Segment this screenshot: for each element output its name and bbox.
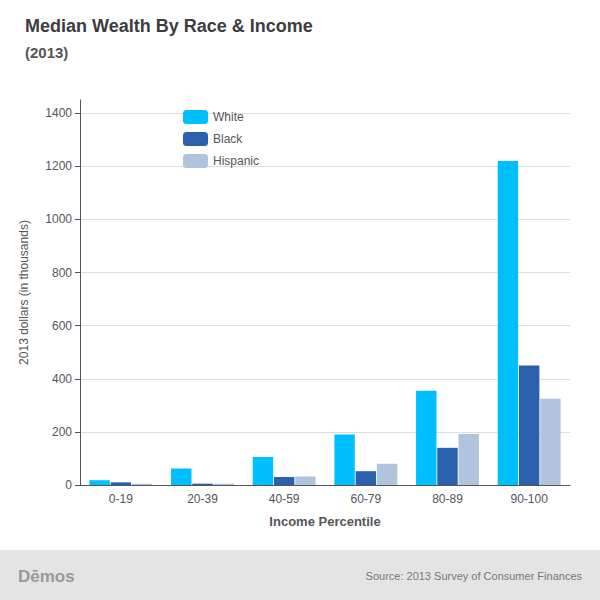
svg-text:(2013): (2013) bbox=[25, 44, 68, 61]
svg-text:800: 800 bbox=[52, 266, 72, 280]
svg-text:White: White bbox=[213, 110, 244, 124]
svg-text:1200: 1200 bbox=[45, 159, 72, 173]
svg-text:Dēmos: Dēmos bbox=[18, 567, 75, 586]
svg-text:2013 dollars (in thousands): 2013 dollars (in thousands) bbox=[17, 220, 31, 365]
svg-text:60-79: 60-79 bbox=[350, 492, 381, 506]
svg-text:200: 200 bbox=[52, 425, 72, 439]
svg-text:Income Percentile: Income Percentile bbox=[269, 514, 380, 529]
svg-text:1000: 1000 bbox=[45, 212, 72, 226]
svg-text:0: 0 bbox=[65, 478, 72, 492]
svg-text:0-19: 0-19 bbox=[109, 492, 133, 506]
svg-text:Median Wealth By Race & Income: Median Wealth By Race & Income bbox=[25, 16, 313, 36]
svg-text:Source: 2013 Survey of Consume: Source: 2013 Survey of Consumer Finances bbox=[366, 570, 583, 582]
svg-text:80-89: 80-89 bbox=[432, 492, 463, 506]
svg-text:90-100: 90-100 bbox=[510, 492, 548, 506]
svg-text:20-39: 20-39 bbox=[187, 492, 218, 506]
svg-text:600: 600 bbox=[52, 319, 72, 333]
svg-text:40-59: 40-59 bbox=[269, 492, 300, 506]
svg-text:Hispanic: Hispanic bbox=[213, 154, 259, 168]
svg-text:1400: 1400 bbox=[45, 106, 72, 120]
svg-text:Black: Black bbox=[213, 132, 243, 146]
svg-text:400: 400 bbox=[52, 372, 72, 386]
